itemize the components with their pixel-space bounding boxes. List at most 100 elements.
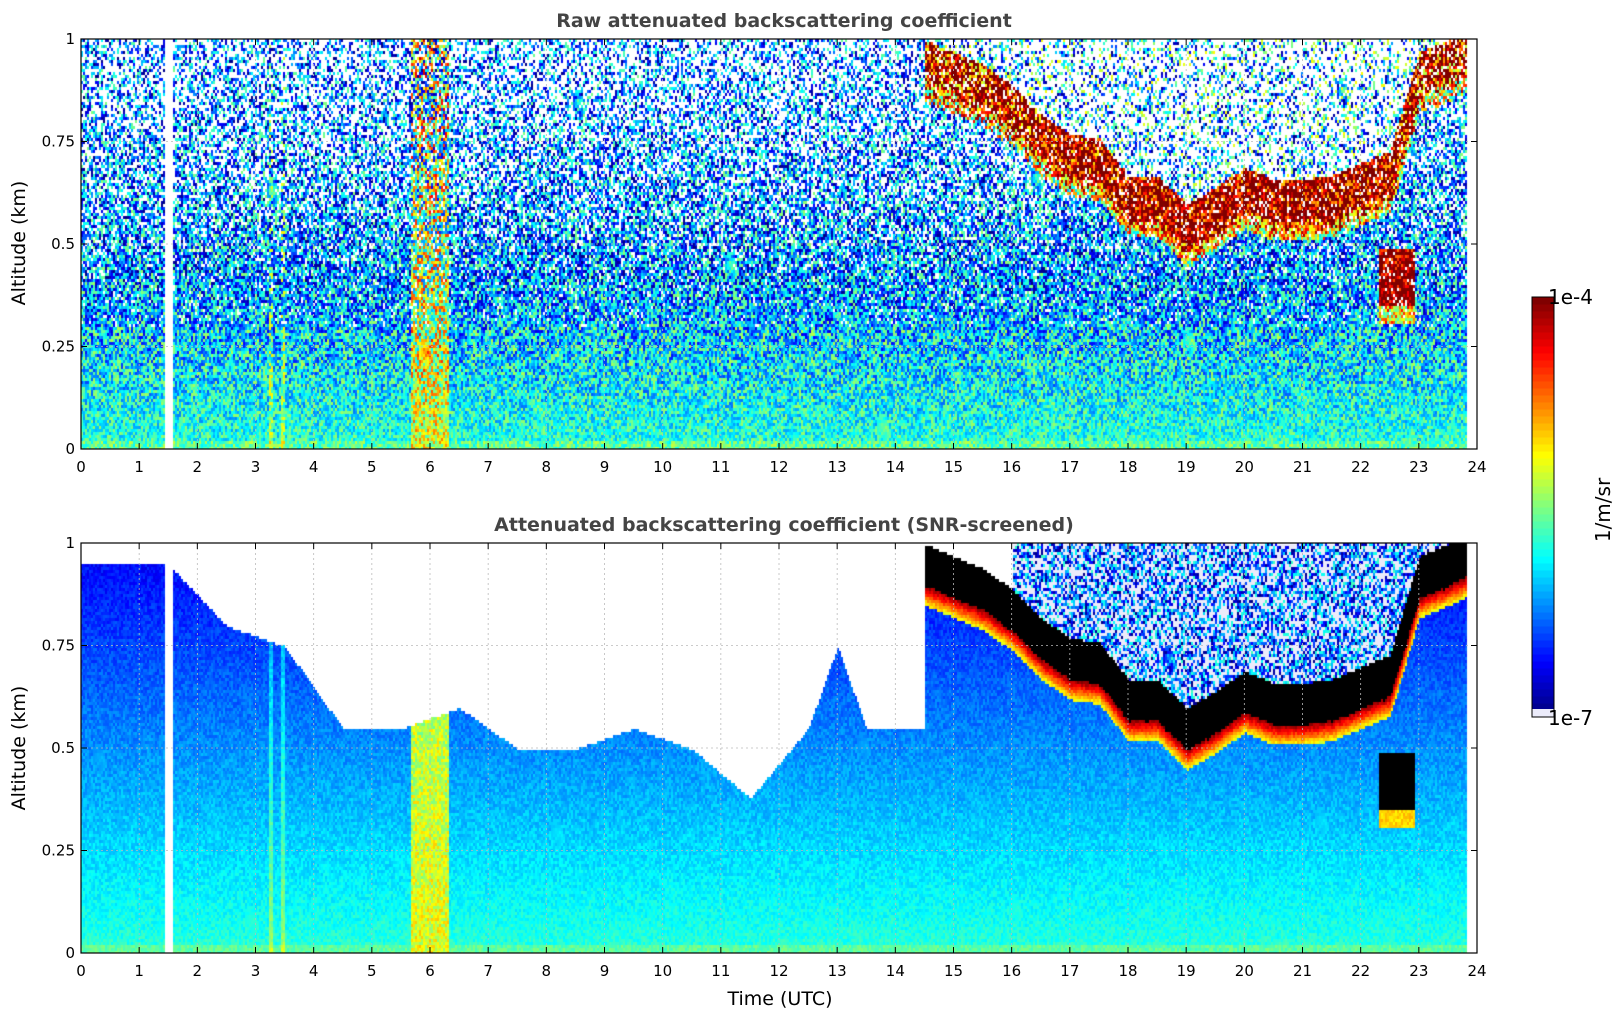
x-tick-label: 12 — [769, 962, 788, 980]
x-tick-label: 3 — [251, 458, 261, 476]
plot-frame — [80, 38, 1478, 450]
colorbar-swatch — [1532, 486, 1554, 494]
x-tick-label: 11 — [711, 458, 730, 476]
colorbar-swatch — [1532, 640, 1554, 648]
x-tick-label: 17 — [1060, 962, 1079, 980]
x-tick-label: 7 — [483, 458, 493, 476]
colorbar-swatch — [1532, 682, 1554, 690]
colorbar-swatch — [1532, 598, 1554, 606]
colorbar-swatch — [1532, 703, 1554, 711]
colorbar-swatch — [1532, 388, 1554, 396]
x-tick-label: 1 — [134, 962, 144, 980]
x-tick-label: 0 — [76, 962, 86, 980]
colorbar-swatch — [1532, 458, 1554, 466]
colorbar-swatch — [1532, 402, 1554, 410]
colorbar-swatch — [1532, 668, 1554, 676]
x-tick-label: 24 — [1467, 458, 1486, 476]
colorbar-swatch — [1532, 311, 1554, 319]
colorbar-swatch — [1532, 367, 1554, 375]
colorbar-swatch — [1532, 507, 1554, 515]
colorbar-swatch — [1532, 619, 1554, 627]
y-tick-label: 0.25 — [42, 842, 75, 860]
x-tick-label: 18 — [1118, 458, 1137, 476]
x-tick-label: 15 — [944, 458, 963, 476]
x-tick-label: 8 — [542, 458, 552, 476]
top-panel-plot: 0 1 2 3 4 5 6 7 8 9 10 11 12 13 14 15 16 17 18 19 20 21 22 23 24… — [42, 30, 1487, 476]
y-tick-label: 0.75 — [42, 637, 75, 655]
x-tick-label: 9 — [600, 962, 610, 980]
colorbar-swatch — [1532, 360, 1554, 368]
colorbar-swatch — [1532, 528, 1554, 536]
colorbar-swatch — [1532, 696, 1554, 704]
x-tick-label: 4 — [309, 962, 319, 980]
colorbar — [1531, 296, 1555, 718]
colorbar-swatch — [1532, 521, 1554, 529]
colorbar-swatch — [1532, 549, 1554, 557]
x-tick-label: 8 — [542, 962, 552, 980]
colorbar-swatch — [1532, 451, 1554, 459]
bottom-panel-title: Attenuated backscattering coefficient (S… — [494, 514, 1074, 536]
bottom-panel-xlabel: Time (UTC) — [726, 988, 832, 1010]
bottom-panel-ylabel: Altitude (km) — [8, 686, 30, 811]
colorbar-swatch — [1532, 339, 1554, 347]
colorbar-swatch — [1532, 647, 1554, 655]
x-tick-label: 23 — [1409, 458, 1428, 476]
colorbar-swatch — [1532, 500, 1554, 508]
colorbar-swatch — [1532, 353, 1554, 361]
colorbar-swatch — [1532, 437, 1554, 445]
bottom-panel-plot: 0 1 2 3 4 5 6 7 8 9 10 11 12 13 14 15 16 17 18 19 20 21 22 23 24… — [42, 534, 1487, 980]
colorbar-swatch — [1532, 591, 1554, 599]
x-tick-label: 13 — [828, 458, 847, 476]
colorbar-swatch — [1532, 297, 1554, 305]
colorbar-swatch — [1532, 374, 1554, 382]
colorbar-swatch — [1532, 605, 1554, 613]
colorbar-swatch — [1532, 535, 1554, 543]
x-tick-label: 19 — [1177, 458, 1196, 476]
x-tick-label: 2 — [193, 458, 203, 476]
x-tick-label: 17 — [1060, 458, 1079, 476]
x-tick-label: 22 — [1351, 962, 1370, 980]
colorbar-label: 1/m/sr — [1591, 477, 1615, 542]
colorbar-swatch — [1532, 332, 1554, 340]
colorbar-swatch — [1532, 563, 1554, 571]
colorbar-swatch — [1532, 416, 1554, 424]
y-tick-label: 0.5 — [51, 235, 75, 253]
colorbar-swatch — [1532, 318, 1554, 326]
x-tick-label: 6 — [425, 458, 435, 476]
colorbar-swatch — [1532, 661, 1554, 669]
colorbar-swatch — [1532, 381, 1554, 389]
x-tick-label: 23 — [1409, 962, 1428, 980]
colorbar-swatch — [1532, 395, 1554, 403]
x-tick-label: 18 — [1118, 962, 1137, 980]
x-tick-label: 2 — [193, 962, 203, 980]
colorbar-swatch — [1532, 409, 1554, 417]
colorbar-min-label: 1e-7 — [1548, 706, 1593, 730]
colorbar-swatch — [1532, 654, 1554, 662]
y-tick-label: 0.5 — [51, 739, 75, 757]
colorbar-swatch — [1532, 570, 1554, 578]
y-tick-label: 0.75 — [42, 133, 75, 151]
x-tick-label: 12 — [769, 458, 788, 476]
x-tick-label: 5 — [367, 962, 377, 980]
colorbar-swatch — [1532, 514, 1554, 522]
x-tick-label: 0 — [76, 458, 86, 476]
x-tick-label: 10 — [653, 458, 672, 476]
x-tick-label: 19 — [1177, 962, 1196, 980]
y-tick-label: 1 — [65, 534, 75, 552]
colorbar-swatch — [1532, 325, 1554, 333]
colorbar-swatch — [1532, 472, 1554, 480]
x-tick-label: 5 — [367, 458, 377, 476]
x-tick-label: 15 — [944, 962, 963, 980]
colorbar-swatch — [1532, 612, 1554, 620]
x-tick-label: 21 — [1293, 458, 1312, 476]
top-panel-title: Raw attenuated backscattering coefficien… — [556, 10, 1012, 32]
x-tick-label: 16 — [1002, 458, 1021, 476]
colorbar-swatch — [1532, 304, 1554, 312]
colorbar-swatch — [1532, 556, 1554, 564]
y-tick-label: 0 — [65, 440, 75, 458]
colorbar-swatch — [1532, 577, 1554, 585]
x-tick-label: 4 — [309, 458, 319, 476]
colorbar-under-swatch — [1532, 709, 1554, 717]
colorbar-max-label: 1e-4 — [1548, 285, 1593, 309]
